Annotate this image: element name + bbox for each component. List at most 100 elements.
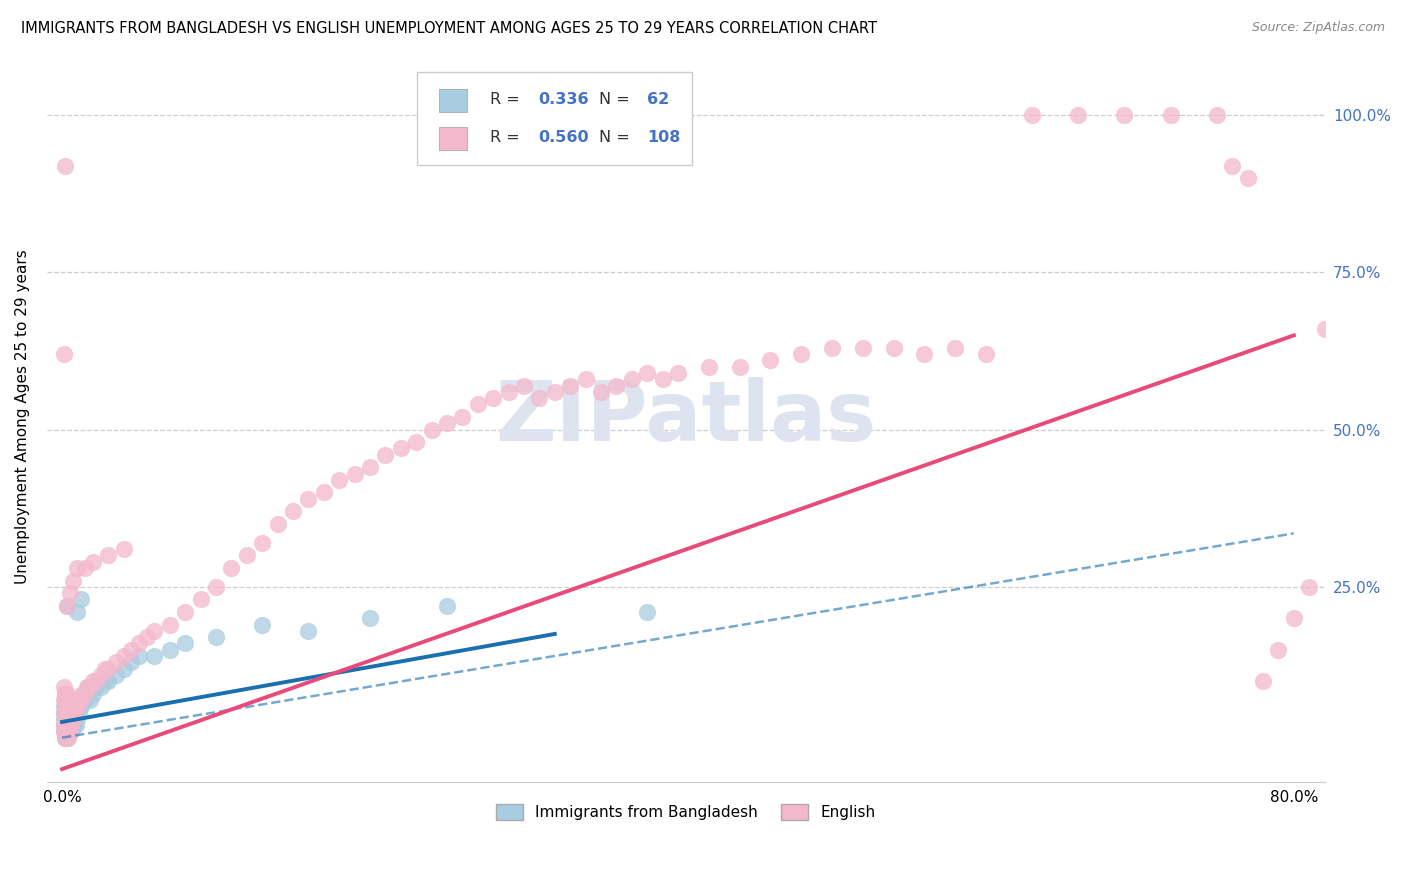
Point: [943, 341, 966, 355]
Point: [75, 687, 97, 701]
Point: [52, 718, 75, 732]
Point: [53, 724, 76, 739]
Point: [1160, 108, 1182, 122]
Point: [852, 341, 875, 355]
Point: [297, 624, 319, 638]
Point: [55, 693, 77, 707]
Point: [728, 359, 751, 374]
Point: [636, 605, 658, 619]
Point: [883, 341, 905, 355]
Point: [529, 391, 551, 405]
Point: [62, 574, 84, 588]
Point: [55, 706, 77, 720]
Point: [55, 724, 77, 739]
Point: [60, 706, 83, 720]
Point: [120, 642, 142, 657]
Y-axis label: Unemployment Among Ages 25 to 29 years: Unemployment Among Ages 25 to 29 years: [15, 250, 30, 584]
Point: [67, 706, 90, 720]
Point: [75, 561, 97, 575]
Point: [94, 661, 117, 675]
Point: [297, 491, 319, 506]
Point: [252, 536, 274, 550]
Point: [1313, 322, 1336, 336]
Point: [1021, 108, 1043, 122]
Point: [55, 687, 77, 701]
Point: [821, 341, 844, 355]
Text: Source: ZipAtlas.com: Source: ZipAtlas.com: [1251, 21, 1385, 34]
Text: 0.336: 0.336: [538, 93, 589, 107]
Point: [498, 384, 520, 399]
Point: [53, 693, 76, 707]
Point: [236, 549, 259, 563]
Point: [52, 699, 75, 714]
Point: [252, 617, 274, 632]
Point: [266, 516, 288, 531]
Point: [60, 699, 83, 714]
Point: [467, 397, 489, 411]
Point: [59, 724, 82, 739]
Point: [560, 378, 582, 392]
Point: [52, 681, 75, 695]
Point: [174, 605, 197, 619]
Point: [69, 699, 91, 714]
Point: [205, 630, 228, 644]
Point: [59, 712, 82, 726]
FancyBboxPatch shape: [439, 127, 467, 150]
Point: [1251, 674, 1274, 689]
Point: [65, 699, 87, 714]
FancyBboxPatch shape: [418, 72, 692, 166]
Point: [62, 718, 84, 732]
Point: [359, 611, 381, 625]
Point: [651, 372, 673, 386]
Point: [66, 693, 89, 707]
Point: [221, 561, 243, 575]
Point: [53, 712, 76, 726]
Point: [66, 712, 89, 726]
Point: [104, 668, 127, 682]
Point: [90, 681, 112, 695]
Point: [63, 699, 86, 714]
Point: [52, 347, 75, 361]
Point: [328, 473, 350, 487]
Text: N =: N =: [599, 130, 634, 145]
Point: [58, 724, 80, 739]
Point: [67, 693, 90, 707]
Point: [312, 485, 335, 500]
Point: [84, 674, 107, 689]
Point: [1205, 108, 1227, 122]
Point: [79, 681, 101, 695]
Point: [97, 661, 120, 675]
FancyBboxPatch shape: [439, 89, 467, 112]
Point: [1267, 642, 1289, 657]
Point: [53, 159, 76, 173]
Legend: Immigrants from Bangladesh, English: Immigrants from Bangladesh, English: [489, 798, 882, 827]
Point: [53, 718, 76, 732]
Point: [53, 718, 76, 732]
Point: [94, 674, 117, 689]
Point: [451, 410, 474, 425]
Point: [790, 347, 813, 361]
Point: [55, 718, 77, 732]
Point: [1220, 159, 1243, 173]
Point: [59, 699, 82, 714]
Point: [70, 687, 93, 701]
Point: [52, 706, 75, 720]
Point: [53, 687, 76, 701]
Point: [76, 687, 98, 701]
Point: [1282, 611, 1305, 625]
Text: R =: R =: [491, 130, 524, 145]
Point: [69, 693, 91, 707]
Point: [574, 372, 596, 386]
Point: [53, 706, 76, 720]
Point: [55, 731, 77, 745]
Point: [53, 731, 76, 745]
Point: [128, 636, 150, 650]
Point: [60, 718, 83, 732]
Point: [482, 391, 505, 405]
Point: [82, 674, 104, 689]
Point: [55, 699, 77, 714]
Point: [55, 712, 77, 726]
Point: [59, 712, 82, 726]
Point: [52, 693, 75, 707]
Point: [666, 366, 689, 380]
